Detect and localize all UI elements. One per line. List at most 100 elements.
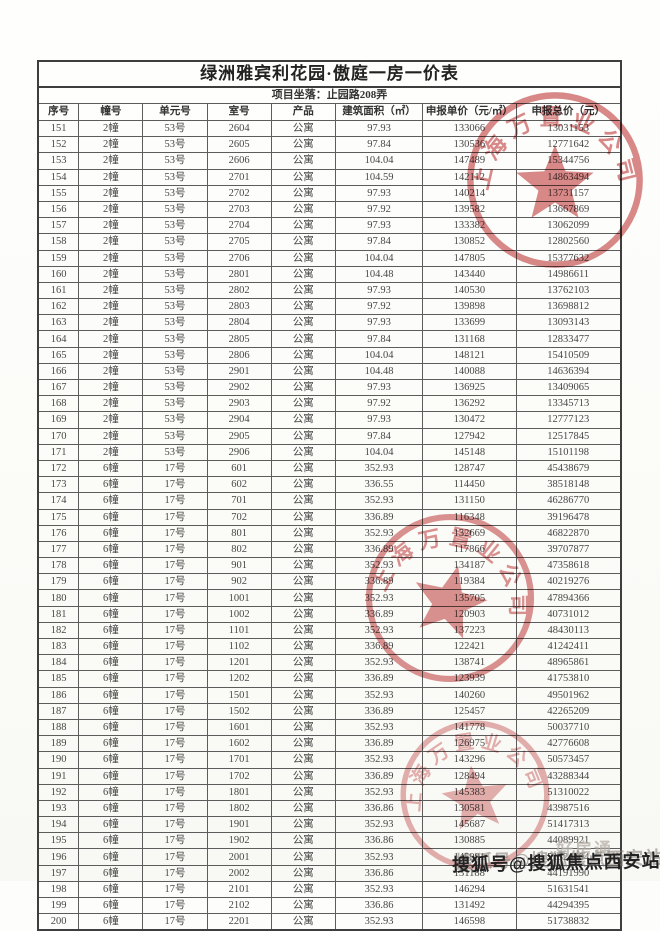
cell-product: 公寓 <box>270 330 336 348</box>
cell-room: 1801 <box>206 783 272 801</box>
cell-product: 公寓 <box>270 816 336 834</box>
cell-product: 公寓 <box>270 459 336 478</box>
table-row: 171 2幢 53号 2906 公寓 104.04 145148 1510119… <box>37 443 622 461</box>
cell-index: 186 <box>37 686 80 704</box>
cell-building: 6幢 <box>78 459 144 478</box>
cell-total-price: 12777123 <box>515 411 622 429</box>
cell-area: 336.89 <box>334 540 424 559</box>
cell-product: 公寓 <box>270 508 336 526</box>
cell-room: 2606 <box>206 152 272 170</box>
faint-watermark: 好房通 <box>556 840 613 859</box>
cell-room: 2801 <box>206 265 272 283</box>
table-row: 157 2幢 53号 2704 公寓 97.93 133382 13062099 <box>37 217 622 235</box>
cell-unit-price: 133066 <box>422 119 517 138</box>
cell-product: 公寓 <box>270 654 336 672</box>
cell-unit: 53号 <box>142 330 208 348</box>
cell-room: 1002 <box>206 605 272 623</box>
cell-total-price: 14636394 <box>515 362 622 381</box>
cell-room: 1201 <box>206 654 272 672</box>
cell-unit: 17号 <box>142 621 208 640</box>
cell-unit-price: 133382 <box>422 217 517 235</box>
cell-index: 175 <box>37 508 80 526</box>
cell-product: 公寓 <box>270 411 336 429</box>
cell-room: 2101 <box>206 880 272 899</box>
cell-unit-price: 140260 <box>422 686 517 704</box>
cell-room: 2703 <box>206 200 272 219</box>
cell-product: 公寓 <box>270 346 336 364</box>
cell-unit: 53号 <box>142 411 208 429</box>
table-row: 195 6幢 17号 1902 公寓 336.86 130885 4408992… <box>37 832 622 850</box>
cell-index: 182 <box>37 621 80 640</box>
cell-unit: 17号 <box>142 524 208 542</box>
cell-area: 97.84 <box>334 427 424 445</box>
cell-building: 6幢 <box>78 540 144 559</box>
cell-index: 178 <box>37 557 80 575</box>
cell-area: 352.93 <box>334 783 424 801</box>
cell-building: 2幢 <box>78 298 144 316</box>
cell-area: 97.93 <box>334 217 424 235</box>
cell-unit: 17号 <box>142 799 208 818</box>
cell-area: 104.48 <box>334 362 424 381</box>
cell-unit-price: 147489 <box>422 152 517 170</box>
cell-product: 公寓 <box>270 686 336 704</box>
cell-area: 352.93 <box>334 557 424 575</box>
cell-unit-price: 140214 <box>422 184 517 202</box>
cell-product: 公寓 <box>270 168 336 186</box>
cell-total-price: 51631541 <box>515 880 622 899</box>
cell-building: 6幢 <box>78 718 144 737</box>
cell-area: 336.86 <box>334 896 424 915</box>
cell-product: 公寓 <box>270 913 336 931</box>
cell-index: 158 <box>37 233 80 251</box>
location-label: 项目坐落： <box>271 89 327 101</box>
cell-index: 164 <box>37 330 80 348</box>
cell-room: 2805 <box>206 330 272 348</box>
cell-room: 1102 <box>206 637 272 656</box>
cell-area: 104.04 <box>334 346 424 364</box>
cell-total-price: 13062099 <box>515 217 622 235</box>
cell-index: 167 <box>37 378 80 397</box>
cell-index: 191 <box>37 767 80 785</box>
cell-product: 公寓 <box>270 524 336 542</box>
cell-unit: 53号 <box>142 249 208 267</box>
cell-room: 2702 <box>206 184 272 202</box>
cell-product: 公寓 <box>270 443 336 461</box>
cell-total-price: 48430113 <box>515 621 622 640</box>
cell-index: 160 <box>37 265 80 283</box>
cell-unit-price: 125457 <box>422 702 517 720</box>
col-header-total-price: 申报总价（元） <box>515 103 622 121</box>
cell-room: 2705 <box>206 233 272 251</box>
cell-room: 2701 <box>206 168 272 186</box>
cell-room: 1802 <box>206 799 272 818</box>
table-row: 153 2幢 53号 2606 公寓 104.04 147489 1534475… <box>37 152 622 170</box>
cell-unit: 17号 <box>142 670 208 688</box>
table-row: 170 2幢 53号 2905 公寓 97.84 127942 12517845 <box>37 427 622 445</box>
cell-building: 2幢 <box>78 168 144 186</box>
cell-index: 166 <box>37 362 80 381</box>
cell-unit-price: 128494 <box>422 767 517 785</box>
table-row: 179 6幢 17号 902 公寓 336.89 119384 40219276 <box>37 573 622 591</box>
cell-building: 2幢 <box>78 281 144 300</box>
table-row: 193 6幢 17号 1802 公寓 336.86 130581 4398751… <box>37 799 622 818</box>
cell-index: 187 <box>37 702 80 720</box>
col-header-building: 幢号 <box>78 103 144 121</box>
cell-unit: 53号 <box>142 152 208 170</box>
cell-building: 2幢 <box>78 346 144 364</box>
table-row: 161 2幢 53号 2802 公寓 97.93 140530 13762103 <box>37 281 622 300</box>
table-row: 183 6幢 17号 1102 公寓 336.89 122421 4124241… <box>37 637 622 656</box>
cell-building: 6幢 <box>78 702 144 720</box>
table-row: 189 6幢 17号 1602 公寓 336.89 126975 4277660… <box>37 735 622 753</box>
table-row: 167 2幢 53号 2902 公寓 97.93 136925 13409065 <box>37 378 622 397</box>
cell-area: 336.86 <box>334 864 424 882</box>
cell-unit-price: 130885 <box>422 832 517 850</box>
cell-index: 177 <box>37 540 80 559</box>
cell-area: 352.93 <box>334 686 424 704</box>
cell-area: 97.92 <box>334 298 424 316</box>
cell-unit: 53号 <box>142 346 208 364</box>
cell-product: 公寓 <box>270 880 336 899</box>
cell-area: 336.89 <box>334 702 424 720</box>
cell-unit: 17号 <box>142 573 208 591</box>
cell-unit-price: 137223 <box>422 621 517 640</box>
cell-area: 97.93 <box>334 281 424 300</box>
cell-area: 97.93 <box>334 184 424 202</box>
cell-room: 702 <box>206 508 272 526</box>
